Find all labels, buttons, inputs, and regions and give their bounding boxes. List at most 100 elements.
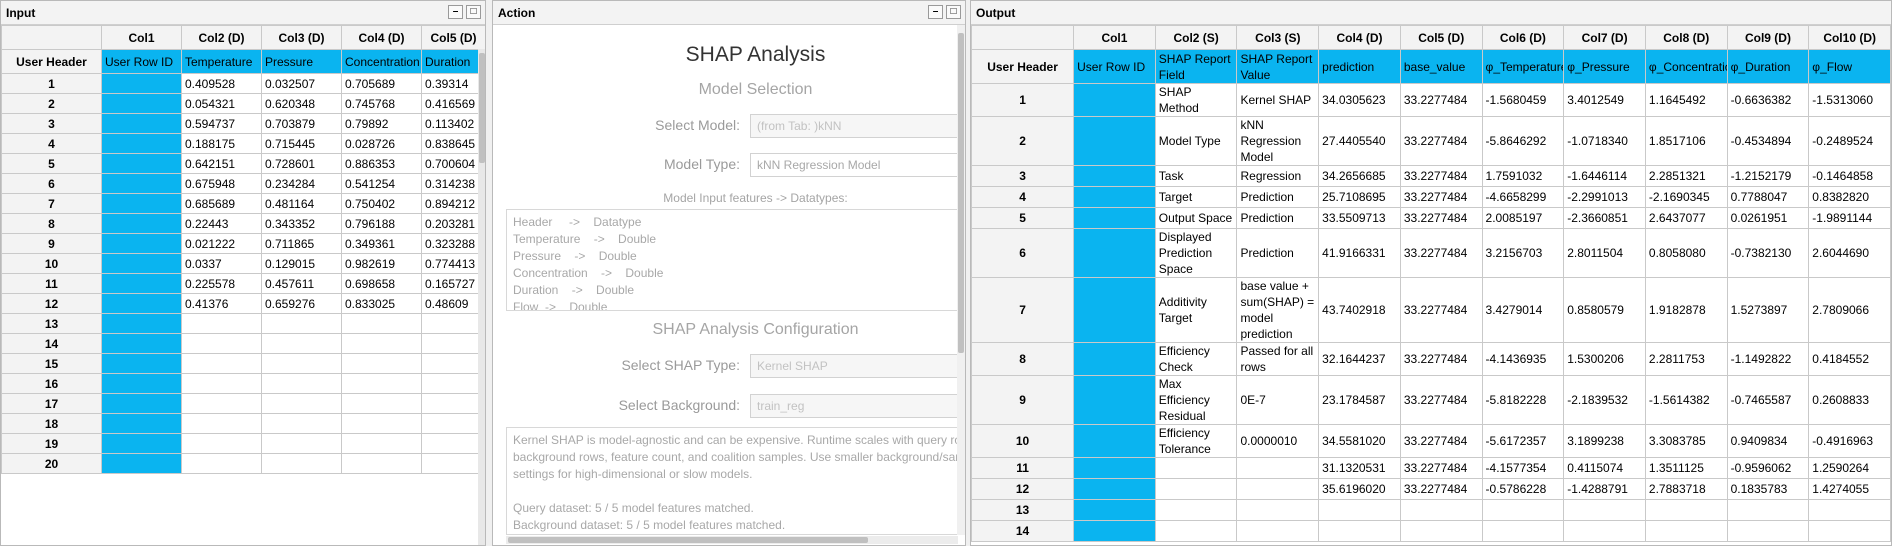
input-column-header[interactable]: Col1: [101, 25, 182, 50]
input-user-header-cell[interactable]: User Row ID: [101, 49, 182, 74]
output-cell[interactable]: Model Type: [1154, 116, 1238, 166]
output-cell[interactable]: Displayed Prediction Space: [1154, 228, 1238, 278]
output-cell[interactable]: [1073, 186, 1156, 208]
output-cell[interactable]: [1154, 520, 1238, 542]
output-cell[interactable]: [1073, 520, 1156, 542]
output-cell[interactable]: 1.1645492: [1644, 83, 1728, 117]
output-cell[interactable]: 32.1644237: [1318, 342, 1401, 376]
output-cell[interactable]: [1808, 499, 1891, 521]
input-cell[interactable]: [261, 433, 342, 454]
input-cell[interactable]: [341, 353, 422, 374]
input-cell[interactable]: 0.698658: [341, 273, 422, 294]
input-cell[interactable]: 0.021222: [181, 233, 262, 254]
input-user-header-cell[interactable]: Duration: [421, 49, 485, 74]
output-cell[interactable]: 1.9182878: [1644, 277, 1728, 343]
background-dropdown[interactable]: train_reg: [750, 394, 960, 418]
output-cell[interactable]: Efficiency Tolerance: [1154, 424, 1238, 458]
output-cell[interactable]: 0.4115074: [1563, 457, 1646, 479]
input-column-header[interactable]: Col2 (D): [181, 25, 262, 50]
input-cell[interactable]: 0.886353: [341, 153, 422, 174]
action-horizontal-scrollbar[interactable]: [506, 536, 958, 544]
output-cell[interactable]: 1.5273897: [1726, 277, 1810, 343]
output-cell[interactable]: 33.2277484: [1399, 342, 1483, 376]
output-user-header-cell[interactable]: φ_Concentration: [1644, 49, 1728, 84]
output-cell[interactable]: base value + sum(SHAP) = model predictio…: [1236, 277, 1320, 343]
input-user-header-cell[interactable]: Pressure: [261, 49, 342, 74]
output-cell[interactable]: 0.8058080: [1644, 228, 1728, 278]
input-cell[interactable]: [101, 253, 182, 274]
output-cell[interactable]: -4.1577354: [1481, 457, 1565, 479]
input-minimize-button[interactable]: –: [448, 5, 463, 19]
input-cell[interactable]: [341, 313, 422, 334]
output-cell[interactable]: 3.3083785: [1644, 424, 1728, 458]
input-cell[interactable]: [101, 213, 182, 234]
output-cell[interactable]: 2.6437077: [1644, 207, 1728, 229]
input-cell[interactable]: 0.0337: [181, 253, 262, 274]
output-cell[interactable]: [1644, 520, 1728, 542]
output-cell[interactable]: 33.2277484: [1399, 165, 1483, 187]
input-cell[interactable]: 0.39314: [421, 73, 485, 94]
output-user-header-cell[interactable]: User Row ID: [1073, 49, 1156, 84]
output-column-header[interactable]: Col6 (D): [1481, 25, 1565, 50]
output-cell[interactable]: [1236, 457, 1320, 479]
input-column-header[interactable]: Col5 (D): [421, 25, 485, 50]
input-cell[interactable]: 0.028726: [341, 133, 422, 154]
output-cell[interactable]: Efficiency Check: [1154, 342, 1238, 376]
input-cell[interactable]: [101, 313, 182, 334]
output-column-header[interactable]: Col4 (D): [1318, 25, 1401, 50]
input-cell[interactable]: [421, 453, 485, 474]
output-cell[interactable]: 2.0085197: [1481, 207, 1565, 229]
input-cell[interactable]: 0.675948: [181, 173, 262, 194]
output-cell[interactable]: 27.4405540: [1318, 116, 1401, 166]
output-column-header[interactable]: Col8 (D): [1644, 25, 1728, 50]
output-cell[interactable]: [1481, 520, 1565, 542]
input-maximize-button[interactable]: □: [466, 5, 481, 19]
input-cell[interactable]: 0.796188: [341, 213, 422, 234]
output-cell[interactable]: -1.9891144: [1808, 207, 1891, 229]
input-cell[interactable]: 0.659276: [261, 293, 342, 314]
output-cell[interactable]: 1.2590264: [1808, 457, 1891, 479]
features-textarea[interactable]: Header -> Datatype Temperature -> Double…: [506, 209, 958, 311]
input-cell[interactable]: [101, 373, 182, 394]
output-cell[interactable]: 0.9409834: [1726, 424, 1810, 458]
input-cell[interactable]: 0.165727: [421, 273, 485, 294]
input-cell[interactable]: [341, 433, 422, 454]
input-cell[interactable]: [101, 273, 182, 294]
output-cell[interactable]: -1.0718340: [1563, 116, 1646, 166]
input-cell[interactable]: [261, 393, 342, 414]
input-cell[interactable]: 0.481164: [261, 193, 342, 214]
output-cell[interactable]: Passed for all rows: [1236, 342, 1320, 376]
output-cell[interactable]: 34.2656685: [1318, 165, 1401, 187]
output-user-header-cell[interactable]: SHAP Report Value: [1236, 49, 1320, 84]
output-cell[interactable]: -1.6446114: [1563, 165, 1646, 187]
output-cell[interactable]: 34.0305623: [1318, 83, 1401, 117]
output-cell[interactable]: 33.5509713: [1318, 207, 1401, 229]
output-cell[interactable]: Target: [1154, 186, 1238, 208]
output-cell[interactable]: Prediction: [1236, 186, 1320, 208]
output-cell[interactable]: [1726, 520, 1810, 542]
input-cell[interactable]: 0.833025: [341, 293, 422, 314]
output-cell[interactable]: [1563, 499, 1646, 521]
output-cell[interactable]: [1318, 499, 1401, 521]
output-cell[interactable]: Task: [1154, 165, 1238, 187]
action-hscroll-thumb[interactable]: [508, 537, 868, 543]
input-user-header-cell[interactable]: Concentration: [341, 49, 422, 74]
output-cell[interactable]: [1073, 457, 1156, 479]
input-column-header[interactable]: Col3 (D): [261, 25, 342, 50]
input-cell[interactable]: [261, 413, 342, 434]
input-cell[interactable]: [421, 393, 485, 414]
output-cell[interactable]: 0E-7: [1236, 375, 1320, 425]
input-cell[interactable]: [101, 293, 182, 314]
output-cell[interactable]: [1399, 499, 1483, 521]
info-textarea[interactable]: Kernel SHAP is model-agnostic and can be…: [506, 427, 958, 535]
action-scroll-thumb[interactable]: [958, 33, 964, 353]
output-cell[interactable]: 33.2277484: [1399, 83, 1483, 117]
output-cell[interactable]: 0.8382820: [1808, 186, 1891, 208]
input-cell[interactable]: [181, 353, 262, 374]
output-cell[interactable]: 33.2277484: [1399, 207, 1483, 229]
input-cell[interactable]: 0.343352: [261, 213, 342, 234]
input-cell[interactable]: [421, 353, 485, 374]
output-cell[interactable]: 1.3511125: [1644, 457, 1728, 479]
input-cell[interactable]: [261, 373, 342, 394]
output-cell[interactable]: 33.2277484: [1399, 424, 1483, 458]
